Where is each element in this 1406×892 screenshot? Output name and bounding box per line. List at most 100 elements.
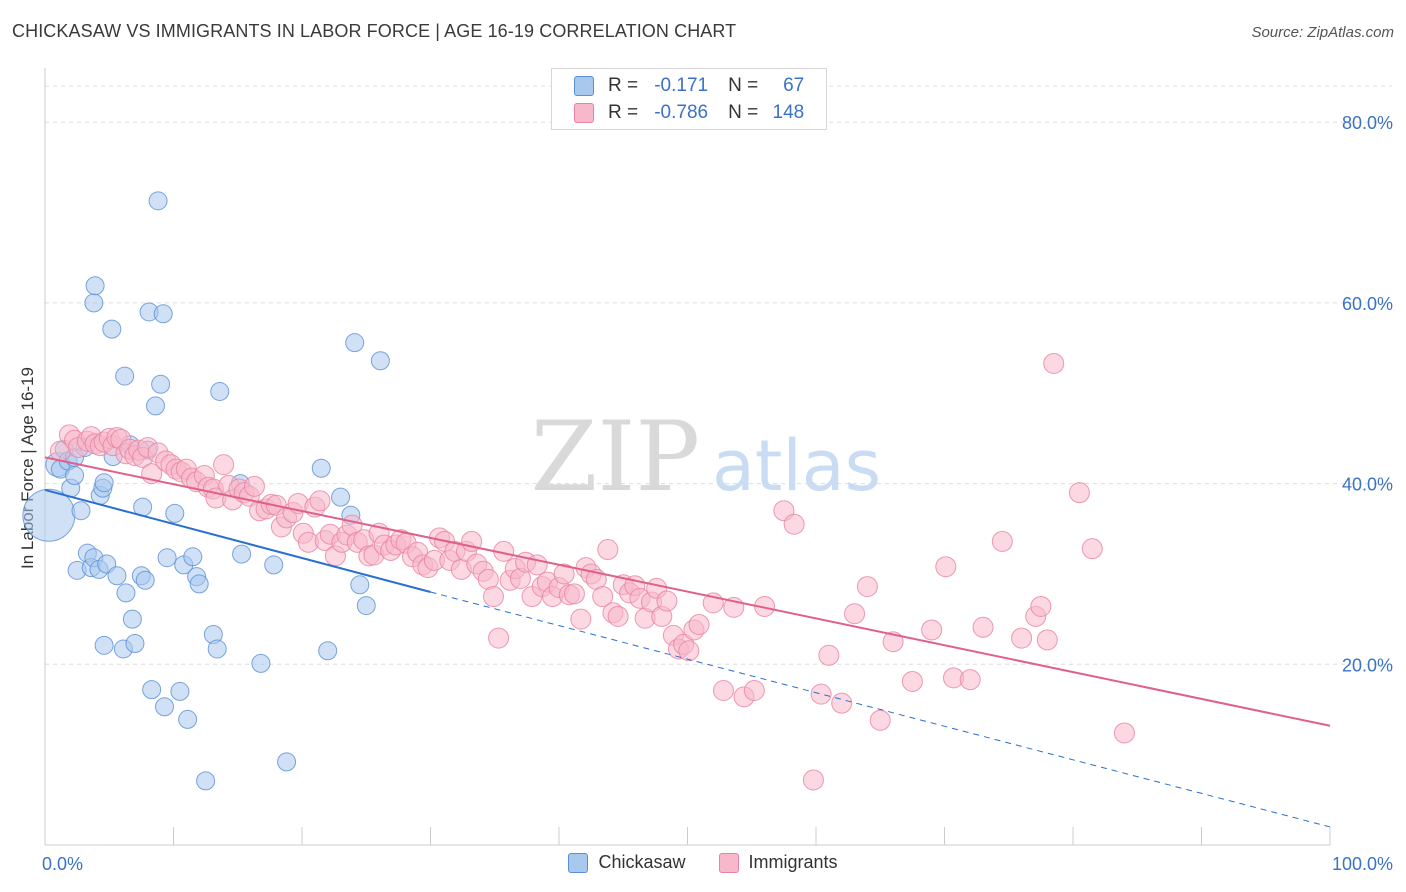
chickasaw-point xyxy=(94,635,114,655)
n-value: 148 xyxy=(772,102,805,123)
immigrants-point xyxy=(802,769,824,791)
chickasaw-point xyxy=(115,366,135,386)
chickasaw-point xyxy=(318,641,338,661)
chickasaw-point xyxy=(146,396,166,416)
chickasaw-point xyxy=(189,574,209,594)
trend-lines xyxy=(44,456,1331,828)
chickasaw-point xyxy=(170,681,190,701)
legend-swatch-immigrants xyxy=(718,852,739,873)
immigrants-point xyxy=(570,608,592,630)
immigrants-point xyxy=(831,692,853,714)
grid-lines xyxy=(45,85,1392,665)
immigrants-point xyxy=(563,583,585,605)
series-legend: Chickasaw Immigrants xyxy=(0,852,1406,878)
immigrants-point xyxy=(991,530,1013,552)
n-label: N = xyxy=(728,102,759,123)
stats-legend: R = -0.171 N = 67 R = -0.786 N = 148 xyxy=(551,68,827,130)
immigrants-point xyxy=(972,616,994,638)
immigrants-point xyxy=(1011,627,1033,649)
immigrants-point xyxy=(901,670,923,692)
chickasaw-point xyxy=(116,583,136,603)
legend-label-chickasaw: Chickasaw xyxy=(598,852,686,872)
chickasaw-point xyxy=(277,752,297,772)
immigrants-point xyxy=(844,603,866,625)
y-tick-label: 60.0% xyxy=(1342,294,1393,314)
chickasaw-point xyxy=(157,548,177,568)
immigrants-point xyxy=(482,586,504,608)
r-label: R = xyxy=(608,75,639,96)
chickasaw-point xyxy=(232,544,252,564)
chickasaw-point xyxy=(345,333,365,353)
chickasaw-point xyxy=(122,609,142,629)
chickasaw-trend-line xyxy=(44,488,431,593)
watermark-atlas: atlas xyxy=(712,425,881,507)
immigrants-point xyxy=(488,627,510,649)
immigrants-point xyxy=(712,680,734,702)
chickasaw-point xyxy=(102,319,122,339)
immigrants-point xyxy=(856,576,878,598)
axes xyxy=(44,68,1331,846)
chickasaw-point xyxy=(370,351,390,371)
chickasaw-point xyxy=(153,304,173,324)
chickasaw-point xyxy=(264,555,284,575)
r-value: -0.786 xyxy=(654,102,709,123)
chickasaw-point xyxy=(207,639,227,659)
watermark: ZIP atlas xyxy=(531,401,881,513)
n-value: 67 xyxy=(783,75,805,96)
immigrants-point xyxy=(935,556,957,578)
immigrants-point xyxy=(243,475,265,497)
watermark-zip: ZIP xyxy=(531,401,700,513)
y-tick-label: 40.0% xyxy=(1342,475,1393,495)
chickasaw-point xyxy=(350,575,370,595)
immigrants-point xyxy=(1030,595,1052,617)
legend-item-immigrants: Immigrants xyxy=(718,852,838,873)
chickasaw-point xyxy=(22,488,76,542)
data-points xyxy=(22,191,1135,791)
chickasaw-point xyxy=(151,374,171,394)
chickasaw-point xyxy=(65,465,85,485)
immigrants-point xyxy=(810,683,832,705)
immigrants-point xyxy=(1043,352,1065,374)
immigrants-point xyxy=(656,590,678,612)
y-tick-label: 80.0% xyxy=(1342,113,1393,133)
legend-item-chickasaw: Chickasaw xyxy=(568,852,686,873)
immigrants-point xyxy=(959,669,981,691)
r-label: R = xyxy=(608,102,639,123)
chickasaw-point xyxy=(155,697,175,717)
chickasaw-point xyxy=(107,566,127,586)
chart-title: CHICKASAW VS IMMIGRANTS IN LABOR FORCE |… xyxy=(12,21,737,41)
chickasaw-point xyxy=(94,473,114,493)
chickasaw-point xyxy=(311,458,331,478)
immigrants-swatch xyxy=(574,103,594,123)
chickasaw-point xyxy=(125,634,145,654)
immigrants-point xyxy=(688,614,710,636)
chickasaw-point xyxy=(331,487,351,507)
chickasaw-point xyxy=(210,381,230,401)
immigrants-point xyxy=(592,586,614,608)
immigrants-point xyxy=(783,513,805,535)
stats-row-chickasaw: R = -0.171 N = 67 xyxy=(574,73,804,99)
chickasaw-point xyxy=(165,503,185,523)
chickasaw-point xyxy=(356,596,376,616)
immigrants-point xyxy=(309,490,331,512)
immigrants-point xyxy=(869,709,891,731)
chickasaw-point xyxy=(251,653,271,673)
chickasaw-point xyxy=(183,547,203,567)
immigrants-point xyxy=(1036,629,1058,651)
stats-row-immigrants: R = -0.786 N = 148 xyxy=(574,100,804,126)
chickasaw-point xyxy=(178,709,198,729)
immigrants-point xyxy=(553,563,575,585)
legend-label-immigrants: Immigrants xyxy=(748,852,838,872)
r-value: -0.171 xyxy=(654,75,709,96)
immigrants-point xyxy=(818,644,840,666)
chickasaw-point xyxy=(71,501,91,521)
immigrants-point xyxy=(882,631,904,653)
chickasaw-point xyxy=(135,570,155,590)
chickasaw-point xyxy=(84,293,104,313)
x-tick-label: 0.0% xyxy=(42,854,83,874)
immigrants-point xyxy=(1068,482,1090,504)
chickasaw-trend-extension xyxy=(430,591,1331,828)
chickasaw-point xyxy=(142,680,162,700)
x-tick-label: 100.0% xyxy=(1332,854,1393,874)
